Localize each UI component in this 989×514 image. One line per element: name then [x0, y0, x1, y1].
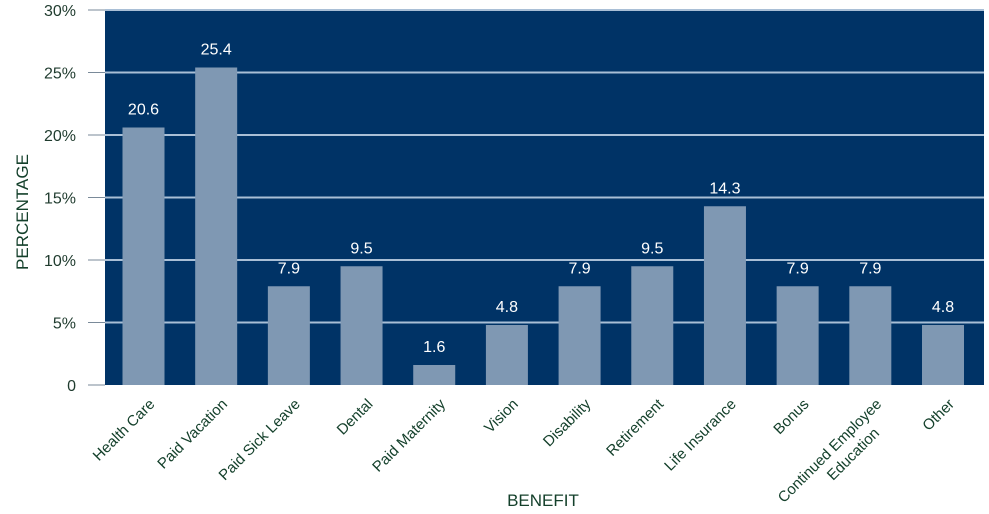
x-tick-label: Paid Maternity: [369, 395, 449, 475]
x-tick-label: Dental: [334, 396, 377, 439]
bar: [631, 266, 674, 385]
bar-value-label: 7.9: [568, 260, 590, 277]
y-axis-title: PERCENTAGE: [13, 154, 32, 270]
gridlines: [105, 9, 984, 324]
bar-value-label: 25.4: [201, 42, 232, 59]
bar-value-label: 4.8: [932, 299, 954, 316]
y-tick-label: 0: [67, 378, 76, 395]
y-tick-label: 30%: [44, 3, 76, 20]
x-tick-label: Disability: [540, 395, 595, 450]
bar-value-label: 7.9: [787, 260, 809, 277]
y-tick-label: 10%: [44, 253, 76, 270]
y-tick-label: 5%: [53, 316, 76, 333]
bar: [558, 286, 601, 385]
data-labels: 20.6 25.4 7.9 9.5 1.6 4.8 7.9 9.5 14.3 7.9 7.9 4.8: [128, 42, 954, 357]
x-tick-label: Health Care: [90, 396, 159, 465]
bar-value-label: 4.8: [496, 299, 518, 316]
bar-value-label: 9.5: [350, 240, 372, 257]
bar: [485, 325, 528, 385]
x-tick-label: Retirement: [603, 395, 667, 459]
x-axis-title: BENEFIT: [507, 491, 579, 510]
x-tick-label: Vision: [481, 396, 522, 437]
bar: [413, 365, 456, 385]
x-tick-label: Paid Vacation: [154, 396, 231, 473]
bar-value-label: 20.6: [128, 102, 159, 119]
x-tick-label: Life Insurance: [661, 396, 740, 475]
x-tick-label: Bonus: [770, 396, 812, 438]
bar: [122, 127, 165, 385]
bar: [776, 286, 819, 385]
bar: [703, 206, 746, 385]
bar: [340, 266, 383, 385]
bars: [122, 67, 964, 385]
y-tick-label: 20%: [44, 128, 76, 145]
bar: [267, 286, 310, 385]
y-tick-label: 15%: [44, 191, 76, 208]
bar-value-label: 7.9: [278, 260, 300, 277]
bar: [922, 325, 964, 385]
bar: [195, 67, 238, 385]
bar-value-label: 14.3: [709, 180, 740, 197]
bar-value-label: 9.5: [641, 240, 663, 257]
y-tick-label: 25%: [44, 66, 76, 83]
bar-value-label: 1.6: [423, 339, 445, 356]
y-axis-ticks: 0 5% 10% 15% 20% 25% 30%: [44, 3, 105, 395]
x-tick-label: Other: [919, 396, 958, 435]
bar-value-label: 7.9: [859, 260, 881, 277]
bar: [849, 286, 892, 385]
